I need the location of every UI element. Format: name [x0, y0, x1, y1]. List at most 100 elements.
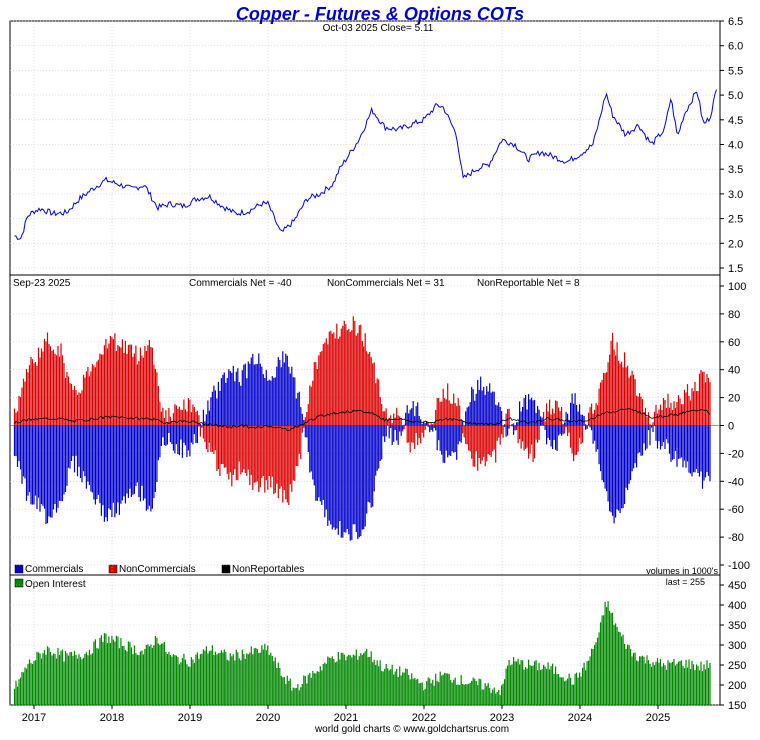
noncommercials-bar [243, 426, 244, 470]
commercials-bar [257, 364, 258, 426]
x-tick-label: 2022 [412, 712, 436, 724]
open-interest-bar [606, 607, 607, 705]
commercials-bar [291, 367, 292, 426]
noncommercials-bar [591, 404, 592, 426]
noncommercials-bar [630, 376, 631, 426]
commercials-bar [699, 426, 700, 477]
commercials-bar [147, 426, 148, 510]
commercials-bar [458, 426, 459, 445]
noncommercials-bar [69, 383, 70, 425]
open-interest-bar [30, 663, 31, 705]
open-interest-bar [593, 649, 594, 705]
open-interest-bar [342, 653, 343, 705]
open-interest-bar [153, 645, 154, 705]
commercials-bar [561, 426, 562, 436]
open-interest-bar [120, 638, 121, 705]
commercials-bar [494, 392, 495, 426]
commercials-bar [384, 426, 385, 442]
open-interest-bar [417, 679, 418, 705]
open-interest-bar [549, 669, 550, 705]
commercials-bar [266, 370, 267, 426]
commercials-bar [114, 426, 115, 518]
noncommercials-bar [261, 426, 262, 479]
commercials-bar [128, 426, 129, 498]
open-interest-bar [275, 658, 276, 706]
commercials-bar [522, 407, 523, 426]
commercials-bar [537, 406, 538, 426]
noncommercials-bar [335, 338, 336, 425]
commercials-bar [260, 364, 261, 426]
open-interest-bar [398, 677, 399, 705]
commercials-bar [272, 376, 273, 425]
commercials-bar [422, 424, 423, 426]
open-interest-bar [191, 657, 192, 705]
commercials-bar [140, 426, 141, 502]
commercials-bar [246, 378, 247, 425]
open-interest-bar [306, 684, 307, 706]
open-interest-bar [450, 680, 451, 705]
open-interest-bar [456, 685, 457, 705]
noncommercials-bar [518, 426, 519, 444]
open-interest-bar [552, 664, 553, 705]
open-interest-bar [332, 656, 333, 705]
commercials-bar [107, 426, 108, 522]
commercials-bar [437, 426, 438, 451]
open-interest-bar [643, 657, 644, 705]
open-interest-bar [203, 649, 204, 705]
open-interest-bar [492, 690, 493, 706]
open-interest-bar [237, 652, 238, 705]
open-interest-bar [645, 663, 646, 705]
commercials-bar [621, 426, 622, 509]
open-interest-bar [536, 660, 537, 705]
commercials-bar [225, 383, 226, 426]
noncommercials-bar [437, 398, 438, 426]
open-interest-bar [137, 655, 138, 705]
noncommercials-bar [599, 389, 600, 426]
noncommercials-bar [378, 379, 379, 425]
open-interest-bar [626, 649, 627, 705]
open-interest-bar [555, 667, 556, 705]
noncommercials-bar [111, 337, 112, 425]
noncommercials-bar [296, 426, 297, 467]
open-interest-bar [105, 634, 106, 706]
noncommercials-bar [216, 426, 217, 471]
commercials-bar [57, 426, 58, 508]
open-interest-bar [335, 662, 336, 705]
commercials-bar [525, 395, 526, 426]
noncommercials-bar [77, 395, 78, 426]
open-interest-bar [270, 653, 271, 705]
open-interest-bar [489, 688, 490, 705]
noncommercials-bar [152, 348, 153, 426]
noncommercials-bar [173, 413, 174, 425]
price-y-tick-label: 4.0 [728, 140, 743, 152]
open-interest-bar [557, 674, 558, 705]
open-interest-bar [215, 652, 216, 705]
noncommercials-bar [438, 398, 439, 426]
commercials-bar [399, 426, 400, 432]
open-interest-bar [29, 659, 30, 705]
commercials-bar [228, 369, 229, 425]
x-tick-label: 2019 [178, 712, 202, 724]
commercials-bar [596, 426, 597, 452]
open-interest-bar [84, 654, 85, 705]
commercials-bar [156, 426, 157, 483]
commercials-bar [32, 426, 33, 505]
noncommercials-bar [257, 426, 258, 482]
noncommercials-bar [575, 426, 576, 456]
volumes-note: volumes in 1000's [646, 566, 718, 576]
open-interest-bar [561, 677, 562, 705]
commercials-bar [258, 353, 259, 425]
commercials-bar [327, 426, 328, 527]
commercials-bar [410, 410, 411, 426]
open-interest-bar [664, 665, 665, 705]
open-interest-bar [572, 685, 573, 705]
commercials-bar [275, 377, 276, 425]
noncommercials-bar [582, 426, 583, 443]
noncommercials-bar [96, 362, 97, 426]
commercials-bar [434, 426, 435, 429]
noncommercials-bar [605, 373, 606, 425]
noncommercials-bar [498, 426, 499, 438]
noncommercials-bar [314, 362, 315, 425]
open-interest-bar [404, 673, 405, 705]
open-interest-bar [636, 660, 637, 705]
